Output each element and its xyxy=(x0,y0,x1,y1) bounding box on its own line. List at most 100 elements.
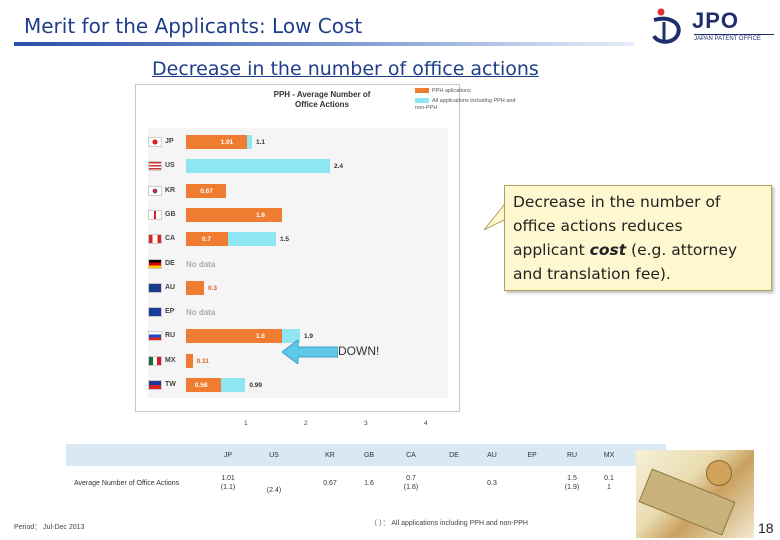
chart-row-ru: RU 1.9 1.6 xyxy=(148,326,448,346)
table-row-label: Average Number of Office Actions xyxy=(74,479,180,487)
cell-value-all: (1.1) xyxy=(220,484,236,491)
chart-row-jp: JP 1.1 1.01 xyxy=(148,132,448,152)
bar-label-all: 1.9 xyxy=(304,333,314,341)
cell-value-pph: 0.3 xyxy=(487,479,497,487)
category-label: US xyxy=(165,162,175,170)
bar-label-all: 1.1 xyxy=(256,139,266,146)
cell-value-pph: 0.67 xyxy=(323,479,337,487)
category-label: AU xyxy=(165,283,176,291)
cell-value-pph: 1.01 xyxy=(221,475,235,482)
category-label: MX xyxy=(165,356,176,364)
money-photo xyxy=(636,450,754,538)
callout-line3-pre: applicant xyxy=(513,241,590,259)
bar-label-all: 1.5 xyxy=(280,236,290,244)
table-header-us: US xyxy=(240,444,308,466)
callout-line4: and translation fee). xyxy=(513,265,671,283)
jpo-logo-icon xyxy=(652,8,681,44)
table-header-jp: JP xyxy=(216,444,240,466)
chart-title-line2: Office Actions xyxy=(295,100,349,109)
chart-row-gb: GB 1.6 xyxy=(148,205,448,225)
bar-pph-ru xyxy=(186,329,282,344)
table-header-gb: GB xyxy=(352,444,386,466)
category-label: TW xyxy=(165,381,176,388)
slide-title: Merit for the Applicants: Low Cost xyxy=(24,14,363,38)
legend-swatch-all xyxy=(415,98,429,104)
bar-pph-tw xyxy=(186,378,221,392)
no-data-label: No data xyxy=(186,259,216,269)
x-tick-label: 2 xyxy=(304,420,308,427)
jpo-logo: JPO JAPAN PATENT OFFICE xyxy=(648,2,776,50)
cell-value-pph: 1.6 xyxy=(364,479,374,487)
x-tick-label: 4 xyxy=(424,420,428,427)
bar-pph-au xyxy=(186,280,204,295)
table-header-de: DE xyxy=(436,444,472,466)
ru-flag-icon xyxy=(148,331,162,342)
cell-value-all: 1 xyxy=(607,484,611,491)
table-header-ca: CA xyxy=(386,444,436,466)
category-label: JP xyxy=(165,138,174,145)
table-cell-ru: 1.5 (1.9) xyxy=(552,466,592,500)
office-actions-table: JPUSKRGBCADEAUEPRUMXTW Average Number of… xyxy=(66,444,666,500)
callout-line3-post: (e.g. attorney xyxy=(626,241,738,259)
table-header-row: JPUSKRGBCADEAUEPRUMXTW xyxy=(66,444,666,466)
chart-title: PPH - Average Number of Office Actions xyxy=(258,90,386,110)
ep-flag-icon xyxy=(148,307,162,318)
callout-box: Decrease in the number of office actions… xyxy=(504,185,772,291)
cell-value-pph: 1.5 xyxy=(567,475,577,482)
chart-title-line1: PPH - Average Number of xyxy=(273,90,371,99)
table-cell-gb: 1.6 xyxy=(352,466,386,500)
category-label: DE xyxy=(165,259,175,267)
table-cell-mx: 0.1 1 xyxy=(592,466,626,500)
table-cell-ep xyxy=(512,466,552,500)
cell-value-all: (1.6) xyxy=(403,484,419,491)
bar-label-pph: 0.11 xyxy=(196,357,209,365)
chart-row-us: US 2.4 xyxy=(148,156,448,176)
table-cell-au: 0.3 xyxy=(472,466,512,500)
table-header-ep: EP xyxy=(512,444,552,466)
chart-row-mx: MX 0.11 xyxy=(148,351,448,371)
chart-row-ca: CA 1.5 0.7 xyxy=(148,229,448,249)
coin-image xyxy=(706,460,732,486)
logo-subtext: JAPAN PATENT OFFICE xyxy=(694,34,774,42)
table-header-blank xyxy=(66,444,216,466)
ca-flag-icon xyxy=(148,234,162,245)
table-header-mx: MX xyxy=(592,444,626,466)
table-header-ru: RU xyxy=(552,444,592,466)
chart-row-de: DE No data xyxy=(148,254,448,274)
legend-item-all: All applications including PPH and non-P… xyxy=(415,98,525,112)
table-cell-de xyxy=(436,466,472,500)
category-label: EP xyxy=(165,308,175,316)
cell-value-pph: 0.1 xyxy=(604,475,614,482)
kr-flag-icon xyxy=(148,185,162,196)
x-tick-label: 1 xyxy=(244,420,248,427)
table-row: Average Number of Office Actions 1.01 (1.1… xyxy=(66,466,666,500)
cell-value-all: (1.9) xyxy=(564,484,580,491)
bar-label-all: 0.99 xyxy=(249,382,263,389)
slide-subtitle: Decrease in the number of office actions xyxy=(152,58,539,80)
x-tick-label: 3 xyxy=(364,420,368,427)
chart-row-tw: TW 0.99 0.58 xyxy=(148,375,448,395)
cell-value-all: (2.4) xyxy=(266,486,282,494)
mx-flag-icon xyxy=(148,355,162,366)
jp-flag-icon xyxy=(148,137,162,147)
cell-value-pph: 0.7 xyxy=(406,475,416,482)
logo-text: JPO xyxy=(692,8,740,33)
bar-label-pph: 0.7 xyxy=(202,236,212,244)
bar-label-pph: 1.6 xyxy=(256,333,266,341)
category-label: CA xyxy=(165,235,176,243)
bar-label-pph: 1.01 xyxy=(220,139,234,146)
bar-all-us xyxy=(186,159,330,174)
chart-row-ep: EP No data xyxy=(148,302,448,322)
table-cell-jp: 1.01 (1.1) xyxy=(216,466,240,500)
down-arrow-icon xyxy=(282,340,338,364)
bar-label-pph: 0.58 xyxy=(194,382,208,389)
bar-pph-gb xyxy=(186,207,282,222)
gb-flag-icon xyxy=(148,209,162,220)
de-flag-icon xyxy=(148,258,162,269)
callout-tail xyxy=(484,200,508,230)
table-header-kr: KR xyxy=(308,444,352,466)
callout-emphasis-cost: cost xyxy=(589,241,627,259)
bar-pph-kr xyxy=(186,183,227,198)
category-label: RU xyxy=(165,332,176,340)
table-cell-us: (2.4) xyxy=(240,466,308,500)
